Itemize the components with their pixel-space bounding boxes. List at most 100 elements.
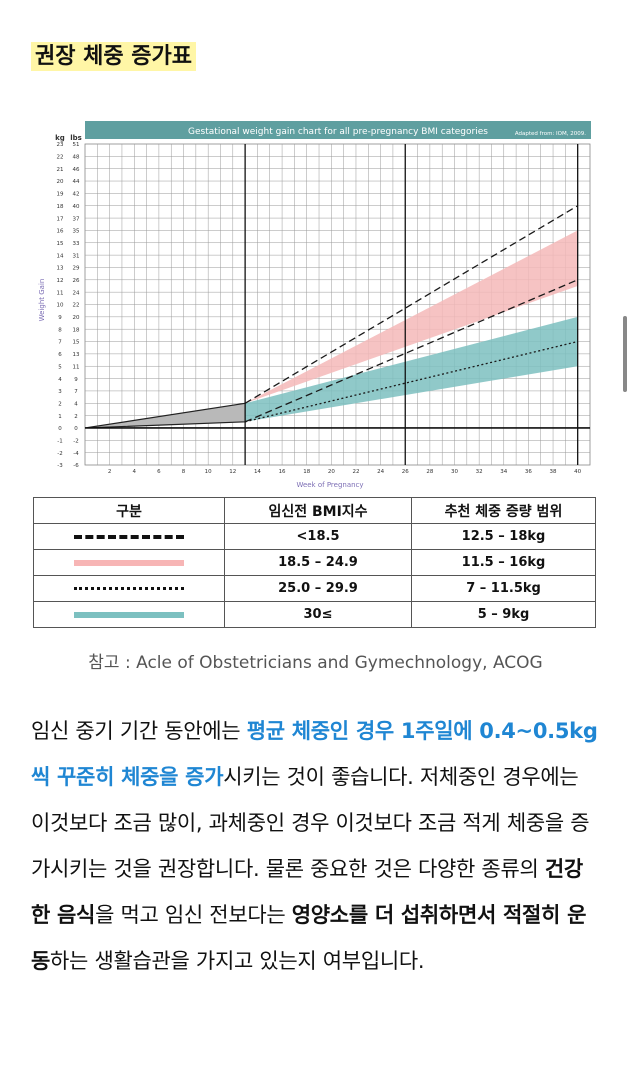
x-tick-label: 8: [182, 469, 186, 475]
x-tick-label: 4: [133, 469, 137, 475]
y-tick-kg: 0: [58, 426, 62, 432]
x-tick-label: 22: [352, 469, 359, 475]
scrollbar-thumb[interactable]: [623, 316, 627, 392]
x-tick-label: 38: [550, 469, 557, 475]
y-tick-kg: 8: [58, 327, 62, 333]
y-tick-lbs: -6: [73, 463, 79, 469]
chart-attribution: Adapted from: IOM, 2009.: [515, 131, 586, 137]
y-tick-lbs: 13: [73, 352, 80, 358]
y-tick-kg: 2: [58, 401, 62, 407]
x-tick-label: 28: [426, 469, 433, 475]
chart-title-bar: [85, 121, 591, 139]
y-tick-kg: 22: [57, 155, 64, 161]
y-tick-lbs: 0: [74, 426, 78, 432]
y-tick-kg: 23: [57, 142, 64, 148]
bmi-value: 30≤: [224, 601, 412, 628]
legend-swatch-pink: [33, 549, 225, 576]
series-band-1: [245, 230, 578, 404]
x-tick-label: 30: [451, 469, 458, 475]
bold-text-healthy-food: 건강한 음식: [31, 857, 583, 927]
source-caption: 참고 : Acle of Obstetricians and Gymechnol…: [88, 653, 543, 673]
y-tick-kg: 19: [57, 192, 64, 198]
y-tick-kg: 10: [57, 303, 64, 309]
x-tick-label: 24: [377, 469, 384, 475]
y-tick-kg: 9: [58, 315, 62, 321]
y-tick-lbs: 18: [73, 327, 80, 333]
chart-title: Gestational weight gain chart for all pr…: [188, 127, 488, 137]
y-tick-lbs: 15: [73, 340, 80, 346]
y-tick-kg: 17: [57, 216, 64, 222]
x-axis-label: Week of Pregnancy: [296, 481, 363, 489]
y-tick-lbs: 40: [73, 204, 80, 210]
y-tick-lbs: 33: [73, 241, 80, 247]
bold-text-nutrition: 영양소를 더 섭취하면서 적절히 운동: [31, 903, 587, 973]
y-tick-kg: 21: [57, 167, 64, 173]
body-paragraph: 임신 중기 기간 동안에는 평균 체중인 경우 1주일에 0.4~0.5kg 씩…: [31, 719, 598, 973]
y-unit-kg: kg: [55, 134, 65, 142]
bmi-value: 25.0 – 29.9: [224, 575, 412, 602]
y-tick-lbs: 4: [74, 401, 78, 407]
y-tick-kg: 3: [58, 389, 62, 395]
y-tick-lbs: 31: [73, 253, 80, 259]
y-tick-kg: 20: [57, 179, 64, 185]
table-row: 30≤ 5 – 9kg: [33, 601, 596, 628]
y-tick-lbs: 48: [73, 155, 80, 161]
y-tick-lbs: 9: [74, 377, 78, 383]
y-tick-lbs: 22: [73, 303, 80, 309]
x-tick-label: 18: [303, 469, 310, 475]
y-tick-lbs: -4: [73, 451, 79, 457]
y-tick-kg: 12: [57, 278, 64, 284]
y-tick-lbs: 35: [73, 229, 80, 235]
table-row: 18.5 – 24.9 11.5 – 16kg: [33, 549, 596, 576]
series-line-0: [244, 205, 579, 404]
y-tick-kg: 16: [57, 229, 64, 235]
x-tick-label: 20: [328, 469, 335, 475]
y-tick-kg: 1: [58, 414, 62, 420]
y-tick-lbs: 51: [73, 142, 80, 148]
y-tick-lbs: 20: [73, 315, 80, 321]
y-tick-lbs: 26: [73, 278, 80, 284]
header-range: 추천 체중 증량 범위: [411, 497, 596, 524]
x-tick-label: 2: [108, 469, 112, 475]
legend-swatch-teal: [33, 601, 225, 628]
range-value: 11.5 – 16kg: [411, 549, 596, 576]
range-value: 7 – 11.5kg: [411, 575, 596, 602]
range-value: 12.5 – 18kg: [411, 523, 596, 550]
y-tick-kg: 6: [58, 352, 62, 358]
y-tick-lbs: -2: [73, 439, 78, 445]
table-row: 25.0 – 29.9 7 – 11.5kg: [33, 575, 596, 602]
bmi-value: 18.5 – 24.9: [224, 549, 412, 576]
y-tick-lbs: 29: [73, 266, 80, 272]
header-bmi: 임신전 BMI지수: [224, 497, 412, 524]
page-heading: 권장 체중 증가표: [31, 38, 196, 71]
y-tick-lbs: 7: [74, 389, 78, 395]
header-category: 구분: [33, 497, 225, 524]
y-tick-kg: 5: [58, 364, 62, 370]
y-tick-lbs: 37: [73, 216, 80, 222]
y-tick-lbs: 24: [73, 290, 80, 296]
series-line-3: [244, 340, 578, 423]
x-tick-labels: 2 4 6 8 10 12 14 16 18 20 22 24 26 28 30 32 34 36 38 40: [108, 469, 582, 475]
y-tick-kg: -2: [57, 451, 62, 457]
x-tick-label: 36: [525, 469, 532, 475]
y-tick-kg: 11: [57, 290, 64, 296]
y-tick-lbs: 44: [73, 179, 80, 185]
x-tick-label: 6: [157, 469, 161, 475]
x-tick-label: 34: [500, 469, 507, 475]
y-tick-lbs: 42: [73, 192, 80, 198]
y-tick-kg: 13: [57, 266, 64, 272]
y-tick-lbs: 2: [74, 414, 78, 420]
y-tick-kg: 15: [57, 241, 64, 247]
y-tick-kg: 4: [58, 377, 62, 383]
y-tick-lbs: 46: [73, 167, 80, 173]
y-tick-kg: 18: [57, 204, 64, 210]
table-row: <18.5 12.5 – 18kg: [33, 523, 596, 550]
x-tick-label: 16: [279, 469, 286, 475]
y-axis-label: Weight Gain: [38, 279, 46, 322]
x-tick-label: 12: [229, 469, 236, 475]
chart-lines: [244, 205, 579, 423]
x-tick-label: 14: [254, 469, 261, 475]
series-line-2: [244, 279, 578, 423]
x-tick-label: 10: [205, 469, 212, 475]
